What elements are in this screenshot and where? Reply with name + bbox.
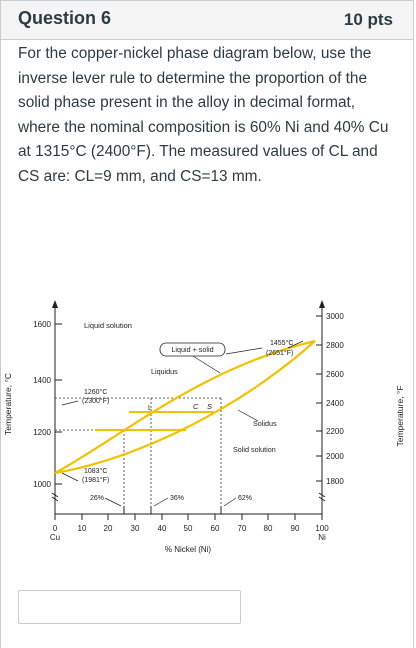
lever-C: C (193, 402, 199, 411)
pct-36-label: 36% (170, 495, 184, 502)
x-tick-0: 0 (53, 524, 58, 533)
right-tick-1800: 1800 (326, 477, 344, 486)
pct-26-label: 26% (90, 495, 104, 502)
right-tick-2400: 2400 (326, 399, 344, 408)
x-tick-80: 80 (264, 524, 273, 533)
answer-input[interactable] (18, 590, 241, 624)
x-axis-label: % Nickel (Ni) (165, 545, 212, 554)
left-tick-1000: 1000 (33, 480, 51, 489)
question-text: For the copper-nickel phase diagram belo… (18, 45, 389, 185)
left-axis-label: Temperature, °C (3, 373, 13, 435)
solid-solution-label: Solid solution (233, 445, 276, 454)
right-axis-break (318, 492, 326, 502)
x-ticks (54, 514, 323, 520)
left-ticks (55, 323, 62, 485)
ni-melt-f: (2651°F) (266, 349, 293, 357)
left-axis-arrow (52, 300, 58, 308)
right-tick-2800: 2800 (326, 341, 344, 350)
question-points: 10 pts (343, 10, 393, 29)
cu-melt-f: (1981°F) (82, 476, 109, 484)
composition-markers (123, 506, 222, 514)
question-title: Question 6 (18, 8, 112, 28)
right-axis-arrow (319, 300, 325, 308)
question-body (0, 40, 414, 648)
left-axis-break (51, 492, 59, 502)
liquid-plus-solid-box (159, 342, 226, 357)
liquidus-label: Liquidus (151, 367, 178, 376)
question-header: Question 6 10 pts (0, 0, 414, 40)
right-ticks (316, 315, 322, 482)
left-tick-1200: 1200 (33, 428, 51, 437)
liquid-plus-solid-label: Liquid + solid (171, 345, 213, 354)
x-tick-60: 60 (211, 524, 220, 533)
x-tick-20: 20 (104, 524, 113, 533)
right-tick-2600: 2600 (326, 370, 344, 379)
ni-melt-c: 1455°C (270, 339, 293, 347)
right-axis-label: Temperature, °F (395, 385, 405, 446)
x-tick-100: 100 (315, 524, 329, 533)
left-tick-1400: 1400 (33, 376, 51, 385)
right-tick-2200: 2200 (326, 427, 344, 436)
pct-62-label: 62% (238, 495, 252, 502)
x-tick-40: 40 (158, 524, 167, 533)
pct-arrows (104, 497, 237, 507)
x-tick-90: 90 (291, 524, 300, 533)
liquid-solution-label: Liquid solution (84, 321, 132, 330)
right-tick-2000: 2000 (326, 452, 344, 461)
x-tick-70: 70 (238, 524, 247, 533)
tie-f-label: (2300°F) (82, 397, 109, 405)
lever-L: L (148, 405, 152, 412)
solidus-label: Solidus (253, 419, 277, 428)
lever-S: S (207, 402, 212, 411)
cu-label: Cu (50, 533, 60, 542)
left-tick-1600: 1600 (33, 320, 51, 329)
x-tick-50: 50 (184, 524, 193, 533)
ni-label: Ni (318, 533, 326, 542)
right-tick-3000: 3000 (326, 312, 344, 321)
x-tick-30: 30 (131, 524, 140, 533)
composition-dashed-lines (123, 398, 222, 514)
liquidus-curve (54, 339, 316, 474)
x-tick-10: 10 (78, 524, 87, 533)
cu-melt-c: 1083°C (84, 467, 107, 475)
solidus-curve (54, 340, 316, 475)
phase-diagram: Temperature, °C Temperature, °F 1600 140… (3, 300, 405, 554)
leader-lines (61, 340, 304, 482)
tie-c-label: 1260°C (84, 388, 107, 396)
